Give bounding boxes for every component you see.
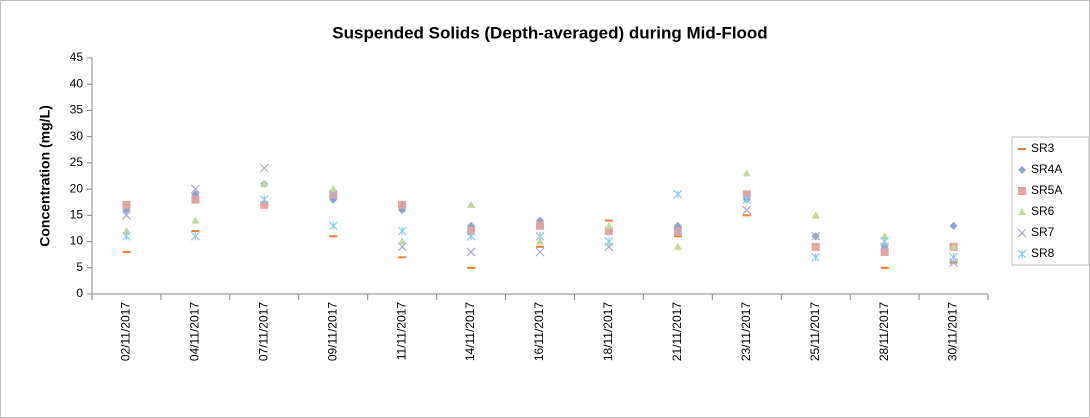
y-tick-label: 0 [76,286,83,300]
marker [811,252,821,262]
marker [604,227,613,236]
marker [260,200,269,209]
marker [536,221,544,230]
marker [398,237,407,245]
y-tick-label: 30 [70,129,84,143]
x-tick-label: 04/11/2017 [188,302,202,361]
marker [742,195,752,205]
y-tick-label: 20 [70,181,84,195]
marker [122,231,131,241]
marker [259,163,269,173]
marker [191,216,200,224]
x-tick-label: 28/11/2017 [877,302,891,361]
x-tick-label: 07/11/2017 [256,302,270,361]
y-tick-label: 5 [76,260,83,274]
legend-label: SR4A [1031,162,1062,176]
marker [397,226,407,236]
x-tick-label: 16/11/2017 [532,302,546,361]
marker [880,237,890,246]
chart-title: Suspended Solids (Depth-averaged) during… [332,23,767,42]
x-tick-label: 11/11/2017 [394,302,408,361]
marker [1018,166,1026,174]
marker [190,231,200,241]
marker [122,200,131,209]
marker [191,195,200,204]
x-tick-label: 18/11/2017 [601,302,615,361]
marker [949,221,958,230]
marker [604,237,614,246]
marker [880,232,889,240]
marker [122,227,131,235]
x-tick-label: 21/11/2017 [670,302,684,361]
marker [536,237,544,245]
legend-label: SR8 [1031,246,1055,260]
y-axis-label: Concentration (mg/L) [37,105,53,247]
legend-box [1011,136,1090,266]
marker [122,210,131,220]
x-tick-label: 02/11/2017 [119,302,133,361]
y-tick-label: 15 [70,208,84,222]
marker [466,231,476,241]
marker [1018,208,1026,215]
marker [467,227,476,236]
marker [1018,187,1026,195]
x-tick-label: 14/11/2017 [463,302,477,361]
marker [949,252,958,262]
y-tick-label: 45 [70,50,84,64]
marker [259,195,269,205]
y-tick-label: 35 [70,103,84,117]
marker [673,226,683,236]
legend-label: SR5A [1031,183,1062,197]
marker [466,247,476,257]
marker [604,221,613,229]
y-tick-label: 25 [70,155,84,169]
legend-label: SR3 [1031,141,1055,155]
marker [742,190,751,199]
marker [260,179,269,187]
marker [329,185,338,193]
marker [397,242,407,252]
legend-label: SR6 [1031,204,1055,218]
marker [673,189,683,199]
marker [811,231,821,241]
x-tick-label: 23/11/2017 [739,302,753,361]
marker [880,248,889,257]
marker [535,247,545,257]
y-tick-label: 10 [70,234,84,248]
marker [1017,228,1027,238]
marker [811,242,820,251]
marker [328,221,338,231]
marker [535,231,545,241]
marker [328,189,338,199]
marker [811,211,820,219]
marker [1017,249,1027,259]
marker [742,169,751,177]
y-tick-label: 40 [70,76,84,90]
marker [673,242,682,250]
x-tick-label: 30/11/2017 [946,302,960,361]
legend-label: SR7 [1031,225,1055,239]
marker [742,205,752,215]
marker [949,242,958,250]
marker [398,200,407,209]
marker [467,200,476,208]
x-tick-label: 09/11/2017 [325,302,339,361]
marker [190,184,200,194]
x-tick-label: 25/11/2017 [808,302,822,361]
